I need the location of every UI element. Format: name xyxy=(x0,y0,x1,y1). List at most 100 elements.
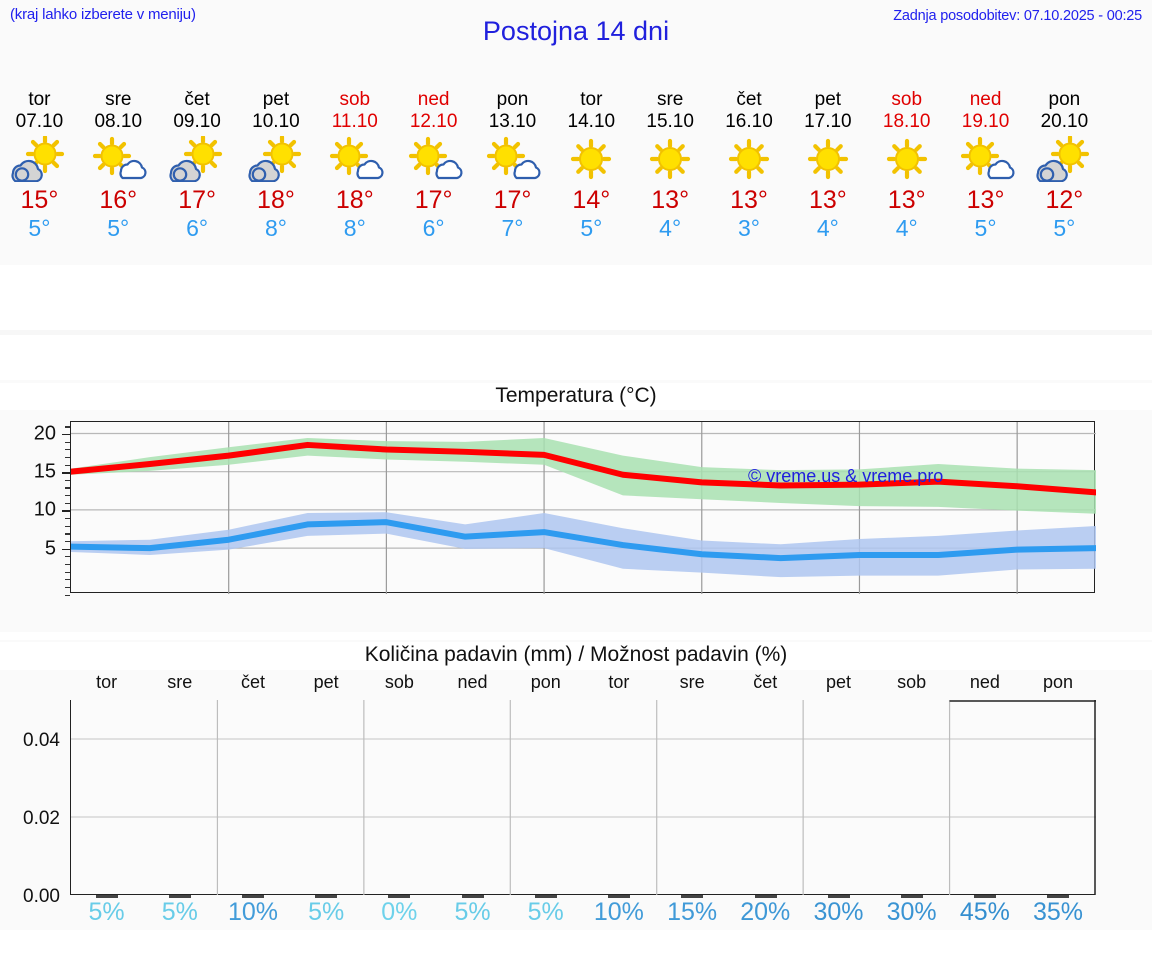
temperature-y-minor-tick xyxy=(65,449,70,451)
precipitation-day-label: ned xyxy=(969,672,1000,692)
precipitation-series-svg xyxy=(71,700,1096,895)
temperature-min: 3° xyxy=(738,215,761,241)
precipitation-day-label: sob xyxy=(897,672,927,692)
day-date: 12.10 xyxy=(409,111,458,132)
forecast-day-column[interactable]: ned 12.10 17° 6° xyxy=(394,85,473,265)
precipitation-y-tick-label: 0.04 xyxy=(23,729,60,751)
precipitation-y-tick-label: 0.02 xyxy=(23,807,60,829)
temperature-max: 17° xyxy=(493,186,532,214)
precipitation-x-tick xyxy=(1047,895,1070,898)
precipitation-day-label: pet xyxy=(313,672,339,692)
day-date: 15.10 xyxy=(646,111,694,132)
sun-behind-grey-cloud-icon xyxy=(8,136,70,182)
temperature-max: 17° xyxy=(178,186,217,214)
forecast-day-column[interactable]: tor 14.10 14° 5° xyxy=(552,85,631,265)
temperature-min: 5° xyxy=(974,215,997,241)
temperature-y-minor-tick xyxy=(65,487,70,489)
temperature-max: 13° xyxy=(730,186,768,214)
precipitation-x-tick xyxy=(534,895,557,898)
precipitation-y-axis: 0.00 0.02 0.04 xyxy=(0,700,70,907)
precipitation-probability-label: 5% xyxy=(161,898,198,926)
day-name: pon xyxy=(1048,89,1081,110)
temperature-max: 16° xyxy=(99,186,138,214)
precipitation-chart-section: Količina padavin (mm) / Možnost padavin … xyxy=(0,640,1152,930)
precipitation-probability-label: 5% xyxy=(454,898,491,926)
page-title: Postojna 14 dni xyxy=(482,16,670,46)
precipitation-probability-label: 45% xyxy=(959,898,1010,926)
precipitation-day-label: čet xyxy=(753,672,778,692)
temperature-y-minor-tick xyxy=(65,571,70,573)
sun-behind-grey-cloud-icon xyxy=(1033,136,1095,182)
day-name: sob xyxy=(339,89,371,110)
sun-with-small-cloud-icon xyxy=(87,136,149,182)
spacer-band-lower xyxy=(0,330,1152,335)
precipitation-probability-label: 20% xyxy=(740,898,791,926)
forecast-day-column[interactable]: sre 15.10 13° 4° xyxy=(631,85,710,265)
precipitation-day-label: čet xyxy=(240,672,265,692)
precipitation-day-label: pet xyxy=(825,672,851,692)
day-name: sob xyxy=(891,89,923,110)
temperature-min: 4° xyxy=(659,215,682,241)
day-date: 17.10 xyxy=(804,111,852,132)
temperature-max: 13° xyxy=(887,186,926,214)
temperature-y-minor-tick xyxy=(65,441,70,443)
temperature-max: 13° xyxy=(651,186,690,214)
precipitation-day-label: pon xyxy=(530,672,561,692)
precipitation-day-label: ned xyxy=(457,672,488,692)
precipitation-x-tick xyxy=(974,895,997,898)
precipitation-probability-row: 5% 5% 10% 5% 0% 5% 5% 10% 15% 20% 30% 30% 45% 35% xyxy=(70,898,1095,932)
day-date: 10.10 xyxy=(252,111,300,132)
forecast-day-column[interactable]: sob 11.10 18° 8° xyxy=(315,85,394,265)
temperature-max: 13° xyxy=(808,186,847,214)
day-date: 08.10 xyxy=(94,111,143,132)
sun-with-small-cloud-icon xyxy=(955,136,1017,182)
temperature-y-tick-label: 20 xyxy=(33,422,56,445)
copyright-label: © vreme.us & vreme.pro xyxy=(748,466,944,486)
temperature-y-tick xyxy=(62,433,70,436)
precipitation-day-labels: tor sre čet pet sob ned pon tor sre čet pet sob ned p… xyxy=(70,672,1095,698)
forecast-day-column[interactable]: sob 18.10 13° 4° xyxy=(867,85,946,265)
temperature-chart-section: Temperatura (°C) 5 10 15 20 xyxy=(0,380,1152,632)
forecast-day-column[interactable]: pet 10.10 18° 8° xyxy=(237,85,316,265)
day-name: tor xyxy=(580,89,603,110)
precipitation-x-ticks xyxy=(70,895,1095,899)
temperature-min: 6° xyxy=(186,215,209,241)
sun-icon xyxy=(560,136,622,182)
temperature-y-minor-tick xyxy=(65,586,70,589)
forecast-day-column[interactable]: ned 19.10 13° 5° xyxy=(946,85,1025,265)
daily-forecast-strip: tor 07.10 15° 5° sre 08.10 16° 5° čet 09.10 17°… xyxy=(0,85,1152,265)
day-name: ned xyxy=(969,89,1002,110)
precipitation-probability-label: 10% xyxy=(227,898,278,926)
precipitation-x-tick xyxy=(754,895,777,898)
temperature-min: 5° xyxy=(28,215,51,241)
forecast-day-column[interactable]: tor 07.10 15° 5° xyxy=(0,85,79,265)
precipitation-x-tick xyxy=(315,895,338,898)
temperature-y-tick xyxy=(62,510,70,512)
temperature-series-svg xyxy=(71,422,1096,594)
forecast-day-column[interactable]: sre 08.10 16° 5° xyxy=(79,85,158,265)
precipitation-day-label: pon xyxy=(1043,672,1074,692)
precipitation-probability-label: 35% xyxy=(1033,898,1084,926)
sun-icon xyxy=(797,136,859,182)
day-name: ned xyxy=(417,89,450,110)
day-date: 19.10 xyxy=(961,111,1010,132)
forecast-day-column[interactable]: čet 09.10 17° 6° xyxy=(158,85,237,265)
forecast-day-column[interactable]: pon 20.10 12° 5° xyxy=(1025,85,1104,265)
forecast-day-column[interactable]: pet 17.10 13° 4° xyxy=(788,85,867,265)
temperature-y-tick-label: 5 xyxy=(44,537,56,560)
forecast-day-column[interactable]: pon 13.10 17° 7° xyxy=(473,85,552,265)
temperature-y-minor-tick xyxy=(65,464,70,466)
menu-hint-text: (kraj lahko izberete v meniju) xyxy=(10,6,196,23)
temperature-y-minor-tick xyxy=(65,502,70,504)
temperature-plot-area xyxy=(70,421,1096,594)
forecast-day-column[interactable]: čet 16.10 13° 3° xyxy=(710,85,789,265)
temperature-min: 6° xyxy=(422,215,445,241)
temperature-y-tick-label: 10 xyxy=(33,498,56,521)
temperature-min: 5° xyxy=(1053,215,1076,241)
temperature-y-minor-tick xyxy=(65,533,70,535)
temperature-y-minor-tick xyxy=(65,518,70,520)
day-date: 20.10 xyxy=(1040,111,1089,132)
day-date: 09.10 xyxy=(173,111,221,132)
temperature-y-minor-tick xyxy=(65,540,70,543)
temperature-y-minor-tick xyxy=(65,556,70,558)
